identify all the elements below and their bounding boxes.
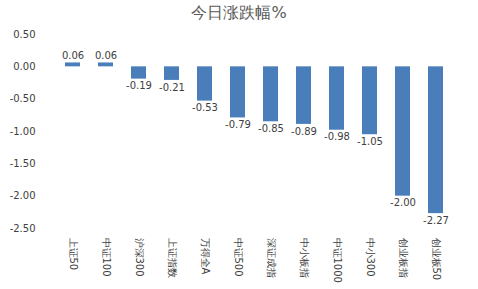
svg-text:-1.05: -1.05 (357, 136, 383, 147)
svg-text:-0.53: -0.53 (192, 102, 218, 113)
svg-text:-2.27: -2.27 (423, 215, 449, 226)
svg-text:0.50: 0.50 (13, 29, 35, 40)
svg-text:上证50: 上证50 (68, 238, 79, 271)
svg-text:-1.50: -1.50 (10, 158, 36, 169)
svg-text:0.00: 0.00 (13, 61, 35, 72)
html-text:今日涨跌幅%: 今日涨跌幅% (191, 3, 287, 22)
svg-text:-2.50: -2.50 (10, 223, 36, 234)
svg-text:-2.00: -2.00 (390, 197, 416, 208)
svg-text:-0.89: -0.89 (291, 126, 317, 137)
svg-text:深证成指: 深证成指 (266, 238, 277, 278)
svg-text:-0.98: -0.98 (324, 131, 350, 142)
svg-text:万得全A: 万得全A (200, 238, 211, 275)
svg-text:上证指数: 上证指数 (167, 238, 178, 278)
svg-text:创业板50: 创业板50 (431, 238, 442, 281)
svg-text:-0.79: -0.79 (225, 119, 251, 130)
svg-text:中小板指: 中小板指 (299, 238, 310, 278)
svg-text:-0.21: -0.21 (159, 82, 185, 93)
svg-text:中证100: 中证100 (101, 238, 112, 277)
svg-text:中证500: 中证500 (233, 238, 244, 277)
svg-text:-0.50: -0.50 (10, 93, 36, 104)
svg-text:中小300: 中小300 (365, 238, 376, 277)
svg-text:-1.00: -1.00 (10, 126, 36, 137)
svg-text:0.06: 0.06 (95, 50, 117, 61)
svg-text:创业板指: 创业板指 (398, 238, 409, 278)
svg-text:0.06: 0.06 (62, 50, 84, 61)
svg-text:-0.19: -0.19 (126, 80, 152, 91)
svg-text:中证1000: 中证1000 (332, 238, 343, 283)
svg-text:沪深300: 沪深300 (134, 238, 145, 277)
svg-text:-0.85: -0.85 (258, 123, 284, 134)
svg-text:-2.00: -2.00 (10, 190, 36, 201)
